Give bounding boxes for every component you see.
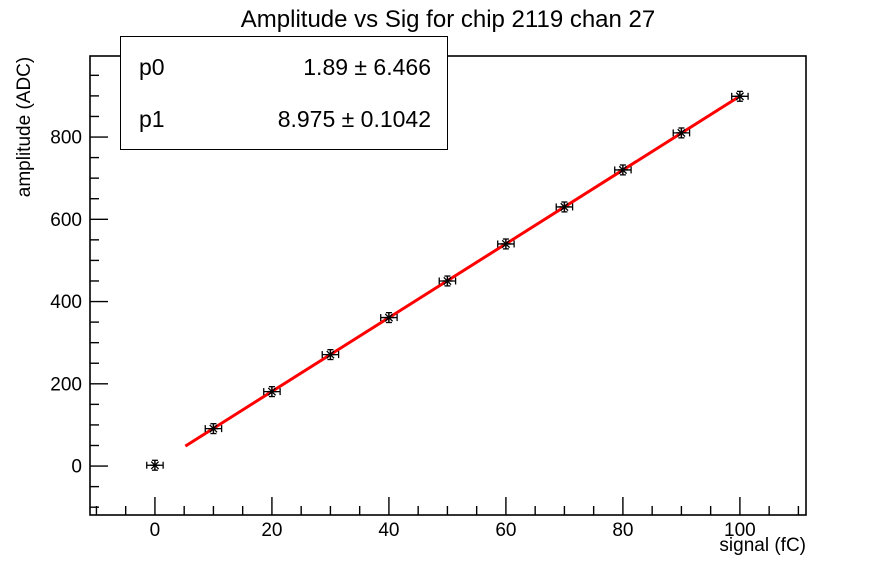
data-point-marker [150, 461, 160, 470]
param-name: p0 [139, 53, 165, 80]
param-name: p1 [139, 105, 165, 132]
data-point-marker [501, 239, 511, 249]
y-tick-label: 400 [50, 292, 82, 313]
plot-title: Amplitude vs Sig for chip 2119 chan 27 [240, 6, 656, 33]
y-tick-label: 600 [50, 210, 82, 231]
y-tick-label: 0 [71, 457, 82, 478]
y-axis-title: amplitude (ADC) [14, 56, 35, 198]
fit-stats-box: p0 1.89 ± 6.466 p1 8.975 ± 0.1042 [120, 36, 448, 150]
stats-row-p0: p0 1.89 ± 6.466 [121, 54, 447, 81]
data-point-marker [560, 202, 569, 212]
data-point-marker [443, 276, 452, 286]
data-point-marker [384, 313, 394, 322]
data-point-marker [677, 128, 686, 138]
x-tick-label: 20 [261, 520, 282, 541]
x-tick-label: 40 [378, 520, 399, 541]
x-tick-label: 80 [612, 520, 633, 541]
data-point-marker [735, 92, 745, 101]
data-point-marker [326, 350, 335, 359]
x-tick-label: 100 [724, 520, 756, 541]
y-tick-label: 800 [50, 128, 82, 149]
param-value: 8.975 ± 0.1042 [277, 105, 431, 132]
data-point-marker [618, 165, 628, 175]
param-value: 1.89 ± 6.466 [303, 53, 431, 80]
fit-line [184, 94, 741, 448]
y-tick-label: 200 [50, 374, 82, 395]
stats-row-p1: p1 8.975 ± 0.1042 [121, 106, 447, 133]
x-tick-label: 0 [150, 520, 161, 541]
data-point-marker [267, 387, 277, 396]
x-axis-title: signal (fC) [719, 535, 806, 556]
x-tick-label: 60 [495, 520, 516, 541]
data-point-marker [209, 424, 218, 433]
